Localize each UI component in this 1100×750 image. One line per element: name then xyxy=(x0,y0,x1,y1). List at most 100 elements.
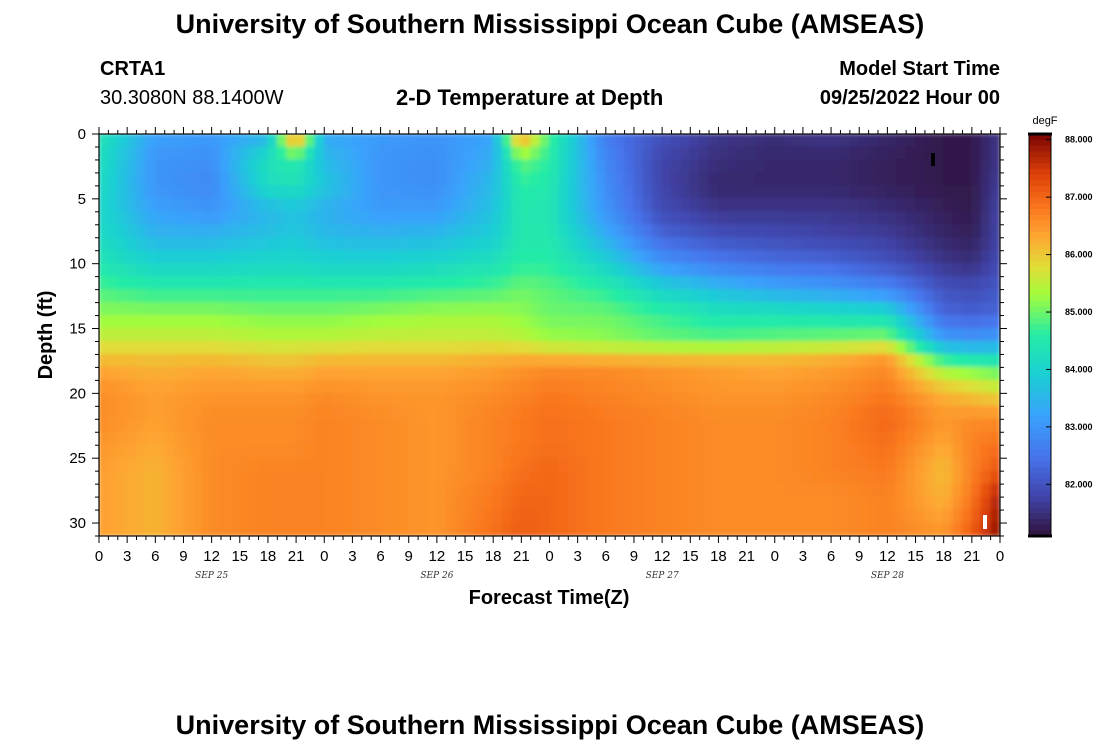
heatmap-cell xyxy=(924,405,935,420)
heatmap-cell xyxy=(830,250,841,265)
heatmap-cell xyxy=(408,522,419,536)
colorbar-segment xyxy=(1029,524,1051,531)
heatmap-cell xyxy=(539,328,550,342)
heatmap-cell xyxy=(671,185,682,200)
heatmap-cell xyxy=(314,379,325,394)
heatmap-cell xyxy=(136,379,147,394)
heatmap-cell xyxy=(868,379,879,394)
heatmap-cell xyxy=(793,315,804,330)
heatmap-cell xyxy=(511,237,522,252)
heatmap-cell xyxy=(915,211,926,226)
heatmap-cell xyxy=(877,470,888,485)
heatmap-cell xyxy=(361,509,372,524)
heatmap-cell xyxy=(924,224,935,239)
heatmap-cell xyxy=(746,444,757,459)
heatmap-cell xyxy=(455,405,466,420)
heatmap-cell xyxy=(333,134,344,148)
heatmap-cell xyxy=(802,134,813,148)
heatmap-cell xyxy=(849,444,860,459)
heatmap-cell xyxy=(971,522,982,536)
heatmap-cell xyxy=(727,509,738,524)
heatmap-cell xyxy=(755,172,766,187)
heatmap-cell xyxy=(633,366,644,381)
heatmap-cell xyxy=(746,185,757,200)
heatmap-cell xyxy=(905,379,917,394)
heatmap-cell xyxy=(304,379,316,394)
heatmap-cell xyxy=(136,522,147,536)
heatmap-cell xyxy=(276,172,288,187)
heatmap-cell xyxy=(924,470,935,485)
heatmap-cell xyxy=(567,328,579,342)
heatmap-cell xyxy=(811,224,823,239)
heatmap-cell xyxy=(811,289,823,304)
heatmap-cell xyxy=(276,444,288,459)
heatmap-cell xyxy=(492,496,504,511)
heatmap-cell xyxy=(164,522,175,536)
date-label: SEP 25 xyxy=(195,571,228,581)
heatmap-cell xyxy=(483,159,494,174)
heatmap-cell xyxy=(821,366,832,381)
heatmap-cell xyxy=(839,198,851,213)
heatmap-cell xyxy=(727,289,738,304)
heatmap-cell xyxy=(830,172,841,187)
heatmap-cell xyxy=(258,392,269,407)
heatmap-cell xyxy=(793,470,804,485)
heatmap-cell xyxy=(624,159,635,174)
heatmap-cell xyxy=(558,509,569,524)
heatmap-cell xyxy=(220,328,231,342)
heatmap-cell xyxy=(839,457,851,472)
heatmap-cell xyxy=(107,483,119,498)
heatmap-cell xyxy=(952,146,963,161)
heatmap-cell xyxy=(276,392,288,407)
heatmap-cell xyxy=(492,379,504,394)
heatmap-cell xyxy=(971,237,982,252)
heatmap-cell xyxy=(755,328,766,342)
heatmap-cell xyxy=(980,444,992,459)
heatmap-cell xyxy=(464,431,475,446)
heatmap-cell xyxy=(436,496,447,511)
heatmap-cell xyxy=(905,444,917,459)
heatmap-cell xyxy=(445,211,457,226)
heatmap-cell xyxy=(708,237,719,252)
heatmap-cell xyxy=(173,276,184,291)
heatmap-cell xyxy=(849,250,860,265)
heatmap-cell xyxy=(295,211,306,226)
heatmap-cell xyxy=(830,470,841,485)
heatmap-cell xyxy=(154,315,166,330)
heatmap-cell xyxy=(952,509,963,524)
heatmap-cell xyxy=(502,276,513,291)
heatmap-cell xyxy=(473,496,485,511)
heatmap-cell xyxy=(267,315,278,330)
heatmap-cell xyxy=(633,379,644,394)
heatmap-cell xyxy=(380,522,391,536)
heatmap-cell xyxy=(314,483,325,498)
heatmap-cell xyxy=(164,289,175,304)
heatmap-cell xyxy=(304,353,316,368)
heatmap-cell xyxy=(136,366,147,381)
heatmap-cell xyxy=(558,483,569,498)
heatmap-cell xyxy=(201,302,213,317)
heatmap-cell xyxy=(248,509,260,524)
heatmap-cell xyxy=(680,198,691,213)
heatmap-cell xyxy=(708,470,719,485)
heatmap-cell xyxy=(107,444,119,459)
heatmap-cell xyxy=(886,302,898,317)
heatmap-cell xyxy=(652,237,663,252)
heatmap-cell xyxy=(248,185,260,200)
heatmap-cell xyxy=(661,418,673,433)
heatmap-cell xyxy=(192,315,203,330)
heatmap-cell xyxy=(783,276,795,291)
heatmap-cell xyxy=(764,496,776,511)
heatmap-cell xyxy=(868,483,879,498)
heatmap-cell xyxy=(295,509,306,524)
heatmap-cell xyxy=(483,366,494,381)
heatmap-cell xyxy=(502,392,513,407)
heatmap-cell xyxy=(502,315,513,330)
heatmap-cell xyxy=(314,522,325,536)
heatmap-cell xyxy=(755,250,766,265)
heatmap-cell xyxy=(943,263,954,278)
heatmap-cell xyxy=(380,302,391,317)
heatmap-cell xyxy=(549,366,560,381)
heatmap-cell xyxy=(952,263,963,278)
heatmap-cell xyxy=(408,509,419,524)
